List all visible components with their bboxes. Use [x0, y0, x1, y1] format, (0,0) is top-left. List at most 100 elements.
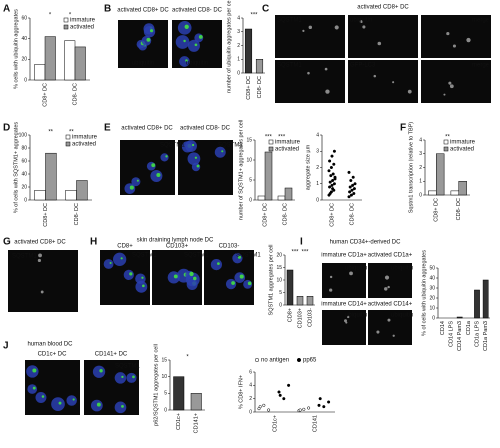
significance: *** — [265, 135, 273, 141]
aggregate — [165, 155, 168, 158]
nucleus — [179, 56, 190, 67]
point — [349, 178, 353, 183]
aggregate — [149, 29, 154, 33]
caption: ubiquitin — [391, 313, 413, 319]
caption: ubiquitin — [186, 61, 208, 67]
nucleus — [131, 177, 141, 187]
point — [258, 405, 262, 409]
caption: ubiquitin — [350, 18, 372, 24]
legend-swatch — [63, 17, 69, 23]
bar — [264, 151, 273, 201]
legend-label: activated — [70, 25, 94, 31]
panel-label: F — [400, 123, 406, 134]
nucleus — [187, 152, 201, 166]
aggregate — [120, 257, 123, 260]
aggregate — [196, 164, 200, 168]
micrograph — [322, 310, 366, 345]
y-tick-label: 1 — [237, 57, 240, 63]
y-tick-label: 20 — [429, 295, 435, 301]
x-tick-label: CD141 — [312, 415, 318, 432]
aggregate — [359, 19, 363, 23]
nucleus — [135, 273, 146, 284]
point — [351, 183, 355, 187]
y-axis-label: aggregate size µm — [305, 144, 311, 190]
micrograph — [421, 60, 491, 103]
y-tick-label: 15 — [246, 137, 252, 143]
point — [349, 193, 353, 197]
y-tick-label: 4 — [419, 137, 422, 143]
y-tick-label: 0 — [432, 315, 435, 321]
caption: CD1c+ DC — [38, 352, 68, 358]
aggregate — [452, 44, 456, 48]
nucleus — [90, 399, 103, 412]
significance: *** — [250, 13, 258, 19]
y-tick-label: 0 — [279, 302, 282, 308]
y-tick-label: 0 — [24, 77, 27, 83]
caption: SQSTM1 — [12, 254, 37, 260]
y-tick-label: 80 — [21, 145, 27, 151]
legend-swatch — [65, 134, 71, 140]
aggregate — [373, 74, 377, 78]
panel-label: I — [300, 237, 303, 248]
bar — [190, 393, 202, 411]
aggregate — [129, 272, 133, 276]
point — [348, 185, 352, 189]
legend-label: no antigen — [261, 358, 289, 364]
y-tick-label: 1 — [316, 181, 319, 187]
y-tick-label: 10 — [429, 305, 435, 311]
aggregate — [189, 271, 194, 277]
point — [330, 183, 334, 187]
y-tick-label: 2 — [237, 43, 240, 49]
caption: CD8+ — [117, 244, 133, 250]
x-tick-label: CD14 Pam3 — [457, 321, 463, 351]
point — [302, 407, 306, 411]
aggregate — [183, 39, 186, 43]
panel-label: B — [104, 4, 111, 15]
aggregate — [384, 275, 390, 280]
nucleus — [225, 278, 237, 290]
y-axis-label: % of cells with SQSTM1+ aggregates — [13, 122, 19, 213]
point — [328, 159, 332, 163]
aggregate — [192, 276, 197, 281]
aggregate — [109, 261, 112, 265]
aggregate — [72, 398, 75, 401]
x-tick-label: CD8+ DC — [262, 203, 268, 227]
significance: ** — [69, 130, 74, 136]
bar — [74, 46, 86, 81]
point — [353, 182, 357, 186]
bar — [244, 28, 253, 74]
point — [317, 403, 321, 407]
x-tick-label: CD8- DC — [74, 203, 80, 225]
aggregate — [38, 253, 42, 258]
panel-label: J — [3, 341, 9, 352]
bar — [436, 153, 445, 196]
nucleus — [143, 26, 156, 38]
caption: activated CD8+ DC — [357, 5, 409, 11]
micrograph — [322, 263, 366, 298]
aggregate — [443, 93, 446, 96]
point — [350, 188, 354, 192]
legend-label: immature — [275, 140, 301, 146]
x-tick-label: CD141+ — [194, 413, 200, 433]
caption: ubiquitin — [132, 61, 154, 67]
caption: ubiquitin — [391, 266, 413, 272]
nucleus — [113, 252, 127, 266]
nucleus — [92, 365, 106, 378]
y-tick-label: 15 — [276, 265, 282, 271]
x-tick-label: CD103+ — [297, 308, 303, 328]
aggregate — [376, 330, 380, 334]
x-tick-label: CD14 LPS — [448, 321, 454, 347]
y-axis-label: number of SQSTM1+ aggregates per cell — [238, 120, 244, 220]
aggregate — [237, 255, 241, 259]
micrograph — [275, 15, 345, 58]
y-axis-label: number of ubiquitin aggregates per cell — [226, 0, 232, 93]
bar — [45, 152, 57, 201]
caption: ubiquitin — [345, 313, 367, 319]
y-tick-label: 0 — [24, 197, 27, 203]
significance: * — [69, 13, 72, 19]
aggregate — [173, 274, 178, 279]
bar — [257, 195, 266, 201]
aggregate — [32, 386, 36, 390]
significance: * — [186, 355, 189, 361]
x-tick-label: CD8+ DC — [246, 76, 252, 100]
